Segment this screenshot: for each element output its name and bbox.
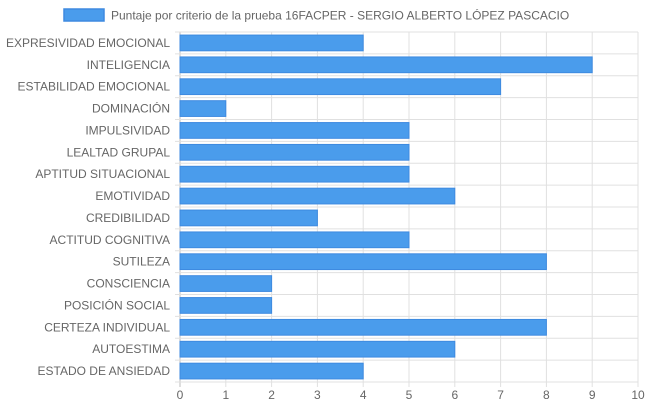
category-label: EXPRESIVIDAD EMOCIONAL (6, 36, 170, 50)
bar[interactable] (179, 143, 410, 161)
category-label: AUTOESTIMA (92, 342, 170, 356)
category-label: ESTADO DE ANSIEDAD (38, 364, 171, 378)
legend-label: Puntaje por criterio de la prueba 16FACP… (111, 8, 569, 23)
category-label: INTELIGENCIA (87, 58, 170, 72)
category-label: CERTEZA INDIVIDUAL (44, 320, 170, 334)
bar[interactable] (179, 78, 502, 96)
x-tick-label: 8 (543, 388, 550, 402)
bar[interactable] (179, 297, 273, 314)
x-tick-label: 5 (406, 388, 413, 402)
category-label: SUTILEZA (113, 255, 170, 269)
category-label: POSICIÓN SOCIAL (64, 297, 170, 312)
category-label: CONSCIENCIA (87, 277, 170, 291)
x-tick-label: 1 (222, 388, 229, 402)
bar[interactable] (179, 34, 364, 52)
bar[interactable] (179, 100, 227, 117)
bar[interactable] (179, 318, 547, 336)
bar[interactable] (179, 231, 410, 249)
category-label: ESTABILIDAD EMOCIONAL (18, 80, 171, 94)
legend[interactable]: Puntaje por criterio de la prueba 16FACP… (63, 8, 569, 23)
category-label: EMOTIVIDAD (95, 189, 170, 203)
category-label: DOMINACIÓN (92, 101, 170, 116)
bar[interactable] (179, 187, 456, 205)
x-tick-label: 2 (268, 388, 275, 402)
category-label: APTITUD SITUACIONAL (35, 167, 170, 181)
category-labels: EXPRESIVIDAD EMOCIONAL INTELIGENCIA ESTABI… (6, 36, 170, 378)
bar[interactable] (179, 340, 456, 358)
category-label: IMPULSIVIDAD (85, 123, 170, 137)
legend-swatch (63, 8, 105, 22)
x-tick-label: 3 (314, 388, 321, 402)
x-tick-label: 0 (177, 388, 184, 402)
category-label: CREDIBILIDAD (86, 211, 170, 225)
x-tick-label: 6 (451, 388, 458, 402)
x-axis-ticks: 0 1 2 3 4 5 6 7 8 9 10 (177, 388, 645, 402)
bar[interactable] (179, 209, 318, 227)
bar[interactable] (179, 253, 547, 271)
x-tick-label: 9 (589, 388, 596, 402)
category-label: LEALTAD GRUPAL (67, 145, 171, 159)
bar[interactable] (179, 122, 410, 139)
x-tick-label: 10 (631, 388, 645, 402)
bar[interactable] (179, 56, 593, 74)
x-tick-label: 7 (497, 388, 504, 402)
bar[interactable] (179, 275, 273, 292)
bar[interactable] (179, 165, 410, 183)
bar[interactable] (179, 362, 364, 380)
bars (179, 34, 593, 380)
x-tick-label: 4 (360, 388, 367, 402)
category-label: ACTITUD COGNITIVA (50, 233, 170, 247)
